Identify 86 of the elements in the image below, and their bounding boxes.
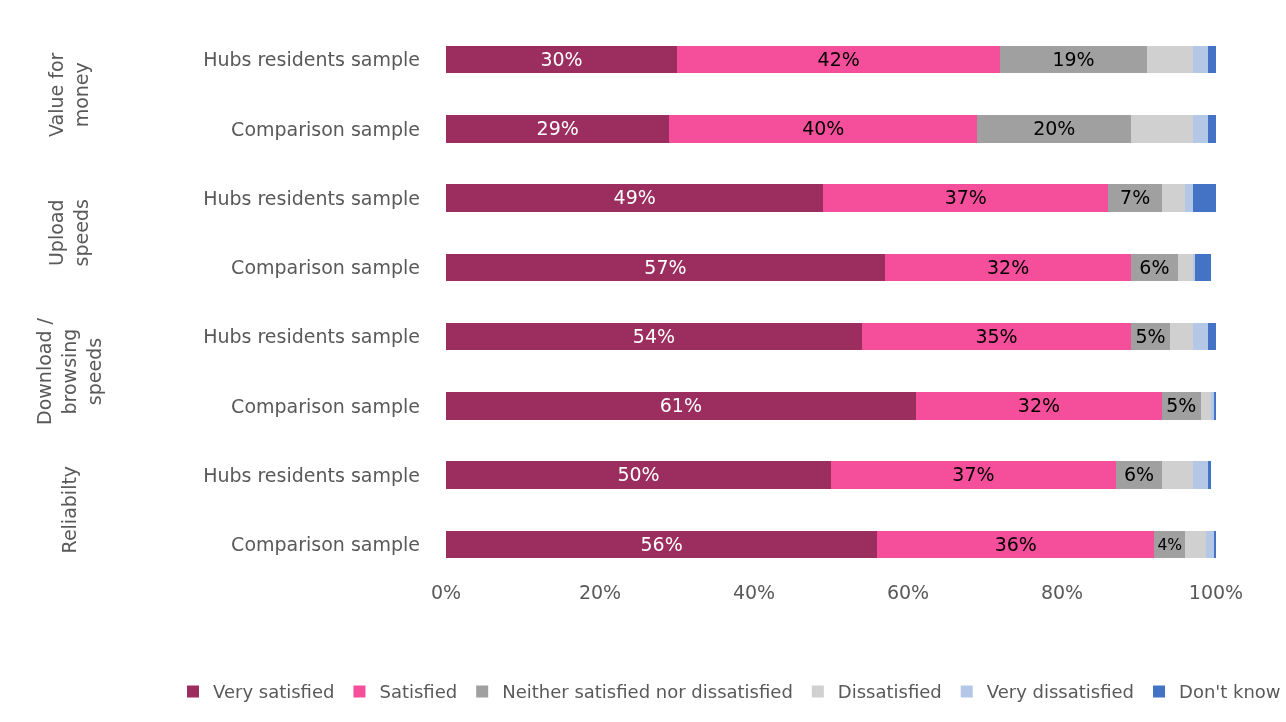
data-label: 7% <box>1120 186 1151 209</box>
data-label: 4% <box>1157 535 1183 554</box>
bar <box>861 322 1132 351</box>
data-label: 6% <box>1139 255 1170 278</box>
y-tick-label: Hubs residents sample <box>203 48 420 71</box>
bar <box>446 45 677 74</box>
text: Reliabilty <box>57 465 80 554</box>
data-label: 50% <box>617 463 660 486</box>
bar <box>677 45 1001 74</box>
bar <box>915 392 1163 420</box>
x-tick-label: 0% <box>430 581 462 603</box>
data-label: 5% <box>1166 394 1197 417</box>
bar <box>1205 530 1214 559</box>
data-label: 61% <box>659 394 702 417</box>
y-tick-label: Hubs residents sample <box>203 463 420 486</box>
data-label: 30% <box>540 47 583 70</box>
bar <box>446 184 824 212</box>
bar <box>1208 115 1216 143</box>
y-tick-label: Hubs residents sample <box>203 186 420 209</box>
bar <box>446 322 862 351</box>
x-tick-label: 40% <box>732 581 776 603</box>
bar <box>446 530 878 559</box>
bar <box>1146 45 1193 74</box>
bar <box>1131 115 1193 143</box>
x-tick-label: 60% <box>886 581 930 603</box>
data-label: 6% <box>1123 463 1155 486</box>
data-label: 32% <box>987 255 1030 278</box>
data-label: 36% <box>994 532 1037 555</box>
bar <box>446 461 831 489</box>
bar <box>1192 115 1209 143</box>
data-label: 37% <box>952 463 995 486</box>
data-label: 35% <box>975 324 1018 347</box>
bar <box>1185 530 1206 559</box>
bar <box>1195 253 1211 282</box>
data-label: 29% <box>536 117 579 140</box>
bar <box>669 115 978 143</box>
data-label: 49% <box>613 186 656 209</box>
legend-label: Neither satisfied nor dissatisfied <box>502 681 793 703</box>
bar <box>823 184 1109 212</box>
data-label: 42% <box>817 47 860 70</box>
data-label: 5% <box>1135 324 1166 347</box>
bar <box>1185 184 1193 212</box>
bar <box>1192 45 1209 74</box>
data-label: 54% <box>632 324 675 347</box>
y-tick-label: Comparison sample <box>231 533 420 556</box>
bar <box>831 461 1116 489</box>
bar <box>1208 45 1216 74</box>
text: Upload speeds <box>44 199 92 267</box>
y-tick-label: Comparison sample <box>231 256 420 279</box>
data-label: 57% <box>644 255 687 278</box>
bar <box>884 253 1132 282</box>
bar <box>977 115 1132 143</box>
bar <box>877 530 1155 559</box>
x-tick-label: 100% <box>1188 581 1244 603</box>
legend-label: Dissatisfied <box>837 681 942 703</box>
data-label: 20% <box>1033 117 1076 140</box>
bar <box>1169 322 1193 351</box>
text: Value for money <box>45 52 93 137</box>
y-tick-label: Comparison sample <box>231 117 420 140</box>
bar <box>1192 461 1209 489</box>
bar <box>446 392 916 420</box>
data-label: 32% <box>1017 394 1060 417</box>
y-tick-label: Hubs residents sample <box>203 325 420 348</box>
bar <box>1208 461 1211 489</box>
data-label: 56% <box>640 532 683 555</box>
x-tick-label: 20% <box>578 581 622 603</box>
legend-label: Satisfied <box>379 681 458 703</box>
bar <box>1177 253 1193 282</box>
bar <box>1200 392 1212 420</box>
legend-label: Very satisfied <box>213 681 335 703</box>
legend-label: Don't know <box>1179 681 1281 703</box>
bar <box>1208 322 1216 351</box>
x-tick-label: 80% <box>1040 581 1084 603</box>
bar <box>446 115 670 143</box>
data-label: 37% <box>944 186 987 209</box>
bar <box>1162 184 1186 212</box>
data-label: 19% <box>1052 47 1095 70</box>
bar <box>1192 184 1216 212</box>
legend-label: Very dissatisfied <box>986 681 1135 703</box>
y-tick-label: Comparison sample <box>231 394 420 417</box>
text: Download / browsing speeds <box>33 317 105 425</box>
data-label: 40% <box>802 117 845 140</box>
bar <box>1192 322 1209 351</box>
bar <box>446 253 885 282</box>
bar <box>1162 461 1193 489</box>
bar <box>1000 45 1147 74</box>
